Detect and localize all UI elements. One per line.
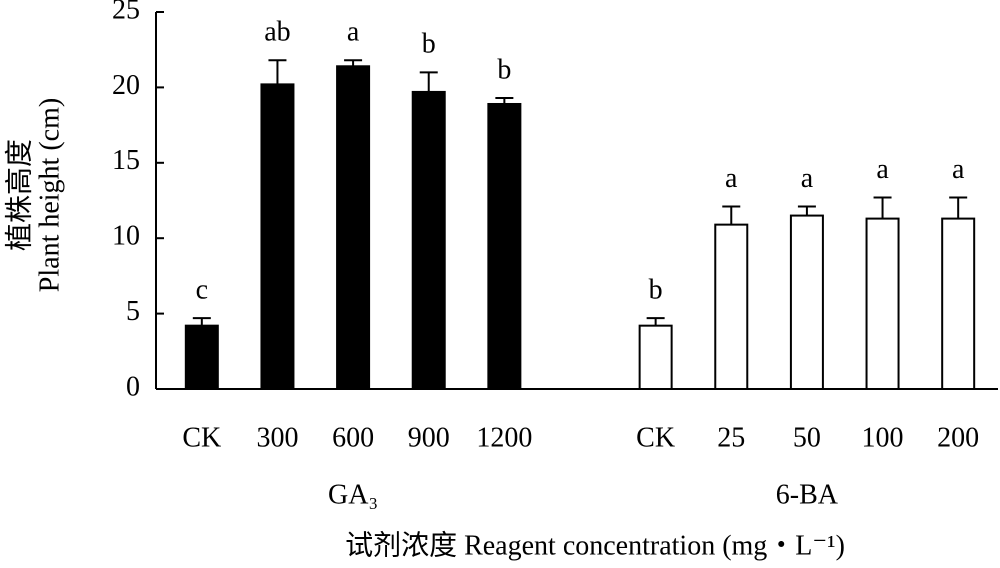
x-tick-label: 100 bbox=[862, 422, 904, 453]
y-tick-label: 25 bbox=[112, 0, 140, 25]
bar bbox=[411, 90, 446, 390]
significance-letter: a bbox=[952, 154, 965, 185]
y-axis-title: Plant height (cm) bbox=[34, 98, 65, 292]
x-tick-label: 600 bbox=[332, 422, 374, 453]
bar bbox=[941, 217, 976, 390]
significance-letter: c bbox=[196, 275, 208, 306]
significance-letter: ab bbox=[264, 17, 290, 48]
y-tick-label: 5 bbox=[126, 296, 140, 327]
x-tick-label: 300 bbox=[256, 422, 298, 453]
bar bbox=[336, 65, 371, 391]
x-tick-label: 200 bbox=[937, 422, 979, 453]
y-tick-label: 15 bbox=[112, 145, 140, 176]
group-label: 6-BA bbox=[776, 479, 839, 510]
bar bbox=[184, 324, 219, 390]
group-label: GA₃ bbox=[328, 479, 378, 510]
bar bbox=[487, 102, 522, 390]
bar bbox=[865, 217, 900, 390]
y-axis-title-en: Plant height (cm) bbox=[34, 98, 65, 292]
bar bbox=[260, 83, 295, 390]
y-tick-label: 10 bbox=[112, 221, 140, 252]
significance-letter: b bbox=[422, 29, 436, 60]
x-tick-label: 1200 bbox=[476, 422, 532, 453]
significance-letter: a bbox=[347, 17, 360, 48]
x-tick-label: 900 bbox=[408, 422, 450, 453]
bar bbox=[714, 223, 749, 390]
x-tick-label: 50 bbox=[793, 422, 821, 453]
x-tick-label: CK bbox=[182, 422, 221, 453]
x-tick-label: 25 bbox=[717, 422, 745, 453]
significance-letter: b bbox=[649, 275, 663, 306]
y-tick-label: 20 bbox=[112, 70, 140, 101]
x-axis-title: 试剂浓度 Reagent concentration (mg・L⁻¹) bbox=[345, 529, 845, 561]
significance-letter: a bbox=[801, 163, 814, 194]
y-axis-title-cn: 植株高度 bbox=[3, 139, 35, 251]
significance-letter: a bbox=[876, 154, 889, 185]
bar bbox=[789, 214, 824, 390]
y-axis-title: 植株高度 bbox=[3, 139, 35, 251]
significance-letter: a bbox=[725, 163, 738, 194]
bar bbox=[638, 324, 673, 390]
y-tick-label: 0 bbox=[126, 371, 140, 402]
significance-letter: b bbox=[497, 54, 511, 85]
x-tick-label: CK bbox=[636, 422, 675, 453]
